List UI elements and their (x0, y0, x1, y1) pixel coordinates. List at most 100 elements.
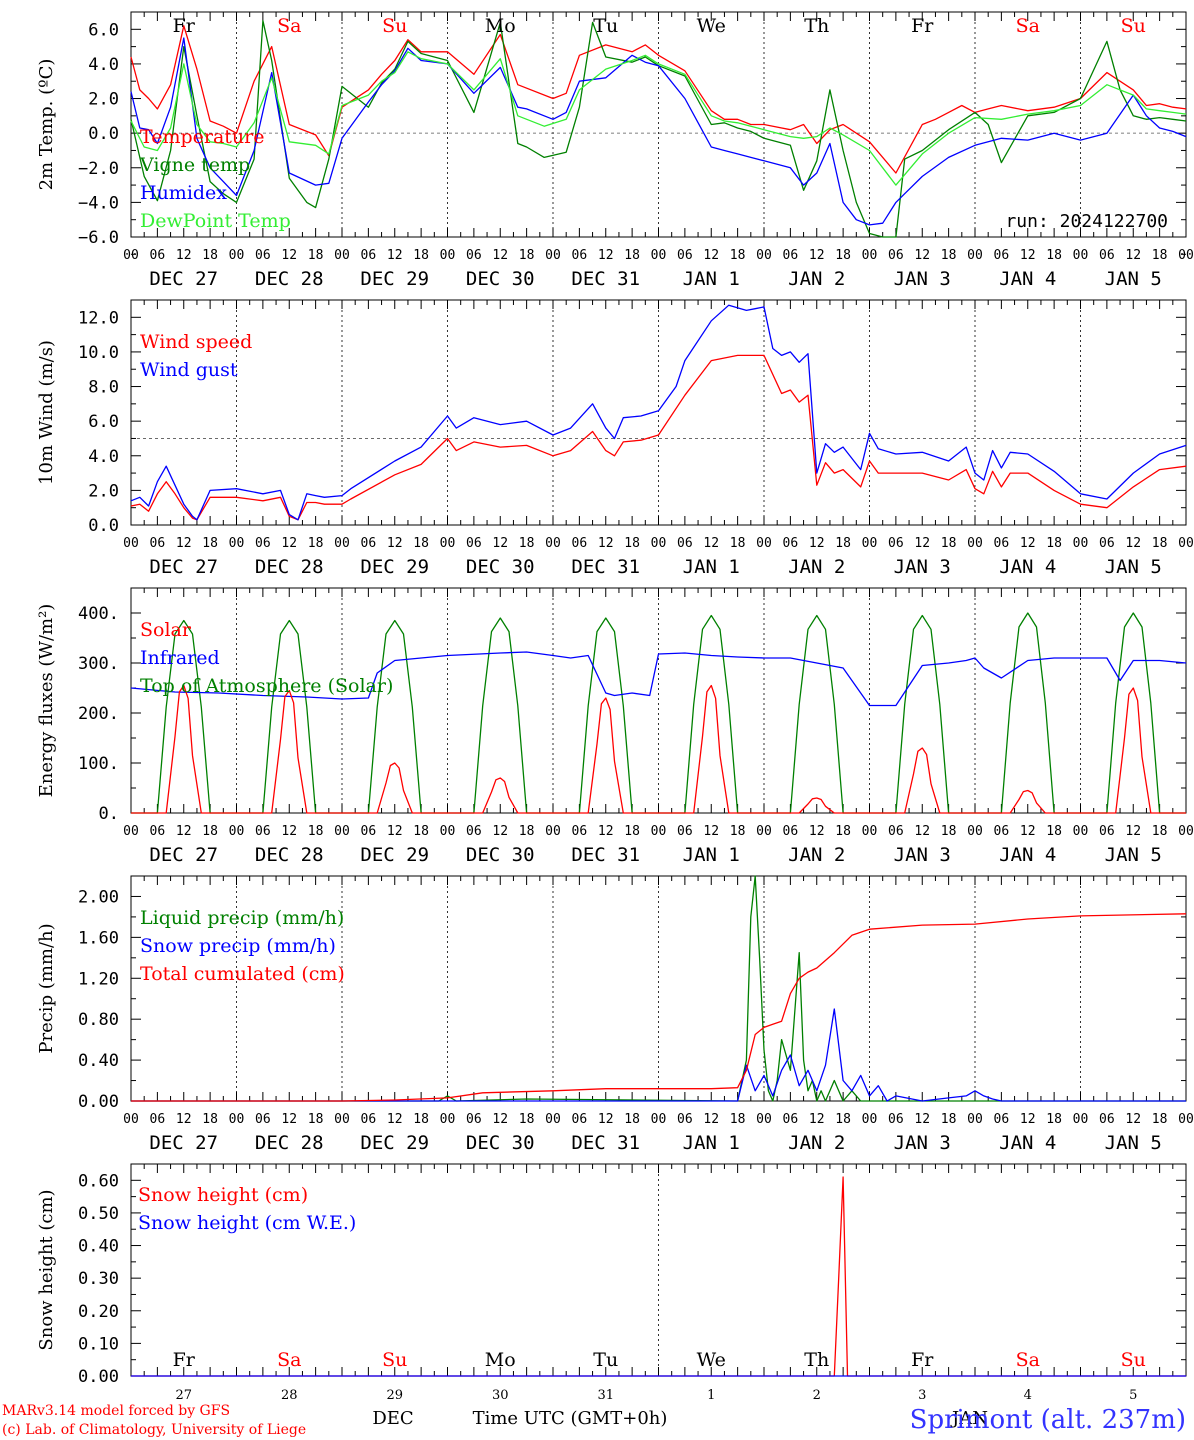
x-tick-label: 00 (1073, 1112, 1089, 1127)
day-label: DEC 27 (149, 268, 218, 290)
x-tick-label: 00 (967, 248, 983, 263)
model-credit: MARv3.14 model forced by GFS (2, 1403, 230, 1419)
legend-entry: Snow height (cm W.E.) (138, 1212, 356, 1234)
x-tick-label: 12 (703, 1112, 719, 1127)
day-label: DEC 28 (255, 1132, 324, 1154)
day-label: JAN 2 (788, 268, 845, 290)
x-tick-label: 06 (994, 536, 1010, 551)
month-label-dec: DEC (372, 1408, 413, 1429)
month-label-jan: JAN (950, 1408, 988, 1429)
x-tick-label: 00 (756, 248, 772, 263)
weekday-label: Fr (911, 1349, 934, 1371)
x-tick-label: 12 (492, 536, 508, 551)
x-tick-label: 00 (545, 536, 561, 551)
day-label: JAN 3 (894, 556, 951, 578)
x-tick-label: 18 (730, 536, 746, 551)
x-tick-label: 18 (1152, 248, 1168, 263)
x-tick-label: 00 (651, 248, 667, 263)
y-tick-label: 100. (78, 754, 119, 774)
y-axis-label: Precip (mm/h) (36, 923, 57, 1053)
x-tick-label: 00 (1073, 824, 1089, 839)
x-tick-label: 06 (677, 824, 693, 839)
x-tick-label: 06 (888, 536, 904, 551)
day-label: JAN 3 (894, 268, 951, 290)
x-tick-label: 00 (545, 248, 561, 263)
day-label: DEC 29 (360, 844, 429, 866)
x-tick-label: 12 (492, 248, 508, 263)
x-tick-label: 06 (783, 536, 799, 551)
weekday-label: Sa (1016, 1349, 1040, 1371)
x-tick-label: 18 (730, 824, 746, 839)
x-tick-label: 00 (651, 1112, 667, 1127)
x-tick-label: 06 (994, 248, 1010, 263)
series-line-total-cumulated-cm (131, 913, 1187, 1102)
x-tick-label: 18 (835, 536, 851, 551)
y-tick-label: 6.0 (88, 20, 119, 40)
x-tick-label: 06 (255, 824, 271, 839)
y-tick-label: 10.0 (78, 343, 119, 363)
x-tick-label: 18 (519, 824, 535, 839)
x-tick-label: 06 (677, 536, 693, 551)
y-tick-label: 0.40 (78, 1051, 119, 1071)
x-tick-label: 12 (809, 248, 825, 263)
day-label: DEC 29 (360, 268, 429, 290)
weekday-label: Mo (485, 1349, 516, 1371)
x-tick-label: 00 (545, 1112, 561, 1127)
weekday-label: We (697, 15, 726, 37)
weekday-label: Su (1121, 1349, 1146, 1371)
day-label: DEC 29 (360, 1132, 429, 1154)
x-tick-label: 18 (835, 248, 851, 263)
x-tick-label: 18 (202, 1112, 218, 1127)
weekday-label: Sa (277, 15, 301, 37)
y-tick-label: 200. (78, 704, 119, 724)
y-axis-label: 2m Temp. (ºC) (36, 59, 57, 191)
day-label: DEC 28 (255, 844, 324, 866)
y-tick-label: −6.0 (78, 228, 119, 248)
x-tick-label: 06 (783, 824, 799, 839)
x-tick-label: 18 (308, 536, 324, 551)
x-tick-label: 12 (176, 536, 192, 551)
x-tick-label: 06 (255, 536, 271, 551)
x-tick-label: 12 (281, 248, 297, 263)
x-tick-label: 06 (677, 1112, 693, 1127)
legend-entry: Total cumulated (cm) (140, 963, 345, 985)
x-tick-label: 00 (756, 536, 772, 551)
day-label: JAN 1 (683, 844, 740, 866)
legend-entry: Wind speed (140, 331, 252, 353)
y-axis-label: 10m Wind (m/s) (36, 340, 57, 485)
day-label: DEC 31 (571, 844, 640, 866)
day-label: DEC 27 (149, 556, 218, 578)
day-label: JAN 4 (999, 1132, 1056, 1154)
x-tick-label: 06 (361, 1112, 377, 1127)
x-tick-label: 00 (229, 1112, 245, 1127)
x-tick-label: 12 (703, 824, 719, 839)
day-label: DEC 28 (255, 268, 324, 290)
x-tick-label: 18 (624, 1112, 640, 1127)
x-tick-label: 12 (1020, 536, 1036, 551)
x-tick-label: 18 (1152, 1112, 1168, 1127)
x-tick-label: 12 (703, 536, 719, 551)
x-tick-label: 18 (308, 248, 324, 263)
series-line-dewpoint-temp (130, 51, 1187, 186)
day-label: JAN 2 (788, 1132, 845, 1154)
x-tick-label: 18 (941, 1112, 957, 1127)
series-line-wind-gust (130, 304, 1187, 521)
y-tick-label: 400. (78, 604, 119, 624)
series-line-wind-speed (130, 354, 1187, 521)
x-tick-label: 12 (176, 1112, 192, 1127)
day-number-label: 31 (597, 1388, 614, 1403)
x-tick-label: 06 (1099, 824, 1115, 839)
x-tick-label: 12 (914, 248, 930, 263)
legend-entry: Wind gust (140, 359, 238, 381)
x-tick-label: 12 (598, 1112, 614, 1127)
day-label: DEC 31 (571, 556, 640, 578)
x-tick-label: 00 (862, 1112, 878, 1127)
series-line-humidex (130, 37, 1187, 226)
legend-entry: Liquid precip (mm/h) (140, 907, 344, 929)
x-tick-label: 00 (229, 248, 245, 263)
x-tick-label: 12 (492, 1112, 508, 1127)
x-tick-label: 12 (1125, 248, 1141, 263)
x-tick-label: 06 (150, 536, 166, 551)
x-tick-label: 18 (413, 536, 429, 551)
y-tick-label: 2.00 (78, 887, 119, 907)
